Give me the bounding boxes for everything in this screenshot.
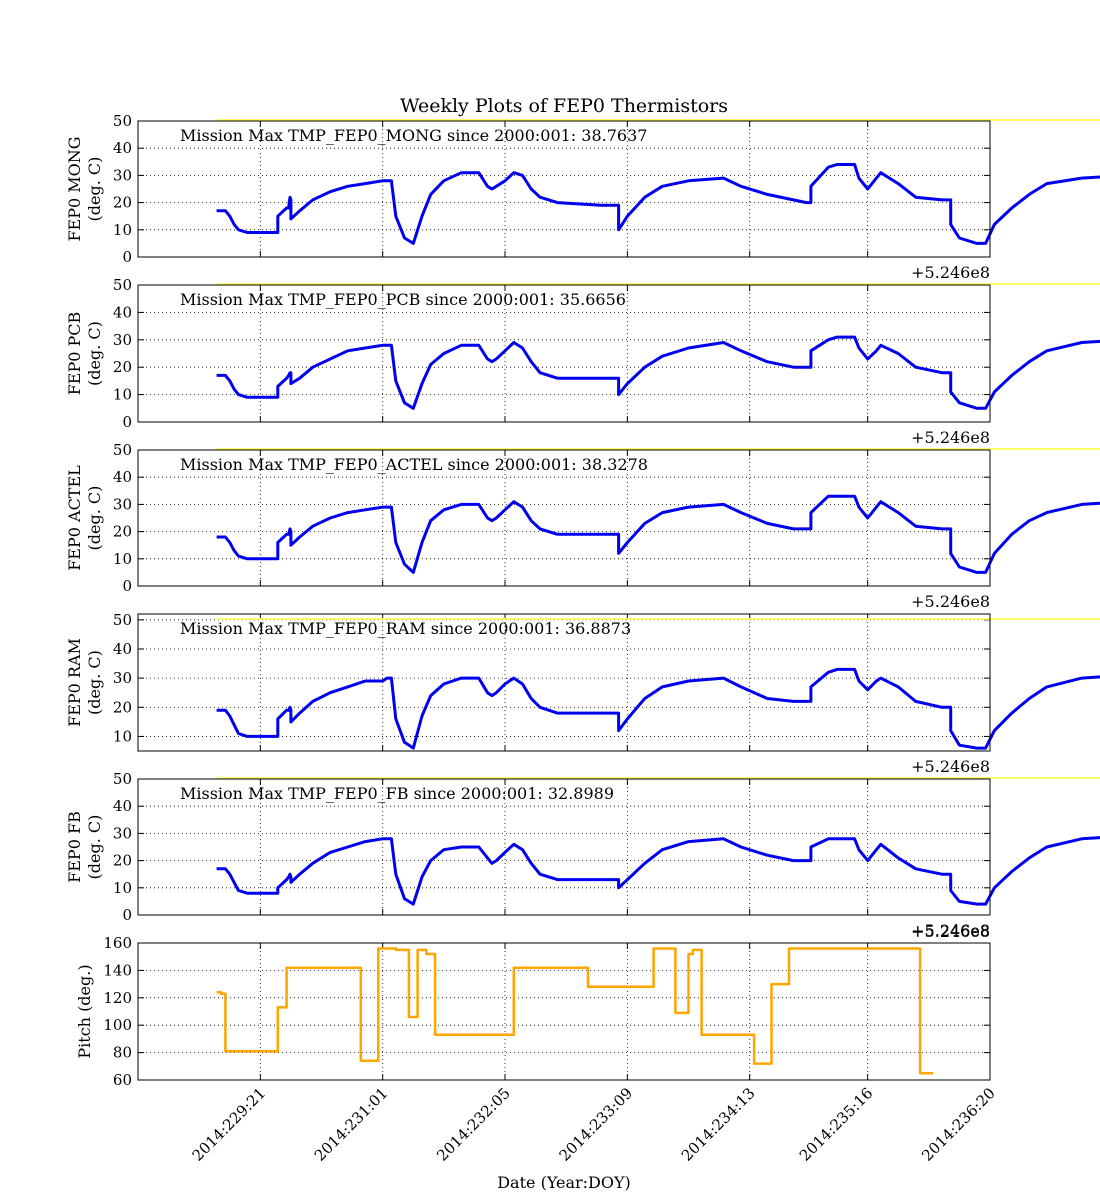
y-tick-label: 30 <box>113 669 132 687</box>
pitch-line <box>216 947 934 1075</box>
y-tick-label: 20 <box>113 194 132 212</box>
y-tick-label: 10 <box>113 386 132 404</box>
offset-label: +5.246e8 <box>911 428 990 447</box>
y-tick-label: 30 <box>113 495 132 513</box>
plot-frame <box>137 942 991 1081</box>
y-tick-label: 80 <box>113 1044 132 1062</box>
y-tick-label: 40 <box>113 303 132 321</box>
y-axis-unit-label: (deg. C) <box>85 650 104 715</box>
y-tick-label: 10 <box>113 727 132 745</box>
plot-frame <box>137 778 991 916</box>
y-tick-label: 20 <box>113 698 132 716</box>
x-tick-label: 2014:233:09 <box>556 1084 637 1165</box>
offset-label: +5.246e8 <box>911 922 990 941</box>
y-tick-label: 20 <box>113 852 132 870</box>
y-tick-label: 30 <box>113 331 132 349</box>
panel-1: 0 10 20 30 40 50 Mission Max TMP_FEP0_MONG sin… <box>65 112 1100 282</box>
panel-4: 10 20 30 40 50 Mission Max TMP_FEP0_RAM since… <box>65 611 1100 776</box>
panel-6: 60 80 100 120 140 160 Pitch (deg.) +5.246e8 <box>75 922 991 1089</box>
mission-max-annotation: Mission Max TMP_FEP0_MONG since 2000:001… <box>180 126 647 145</box>
plot-frame <box>137 120 991 258</box>
y-tick-label: 10 <box>113 550 132 568</box>
y-tick-label: 10 <box>113 879 132 897</box>
mission-max-annotation: Mission Max TMP_FEP0_FB since 2000:001: … <box>180 784 614 803</box>
x-tick-label: 2014:232:05 <box>433 1084 514 1165</box>
offset-label: +5.246e8 <box>911 263 990 282</box>
y-tick-label: 50 <box>113 611 132 629</box>
x-tick-label: 2014:229:21 <box>189 1084 270 1165</box>
y-axis-label: FEP0 PCB <box>65 312 84 396</box>
y-tick-label: 100 <box>103 1016 132 1034</box>
y-axis-label: Pitch (deg.) <box>75 964 94 1058</box>
plot-frame <box>137 613 991 752</box>
x-tick-labels: 2014:229:21 2014:231:01 2014:232:05 2014:23… <box>189 1084 999 1165</box>
temperature-line <box>216 335 1100 410</box>
x-tick-label: 2014:234:13 <box>678 1084 759 1165</box>
mission-max-annotation: Mission Max TMP_FEP0_PCB since 2000:001:… <box>180 290 626 309</box>
y-tick-label: 0 <box>122 577 132 595</box>
y-tick-label: 20 <box>113 523 132 541</box>
temperature-line <box>216 163 1100 245</box>
y-tick-label: 40 <box>113 468 132 486</box>
temperature-line <box>216 667 1100 750</box>
y-tick-label: 30 <box>113 824 132 842</box>
temperature-line <box>216 836 1100 906</box>
x-tick-label: 2014:231:01 <box>311 1084 392 1165</box>
y-axis-label: FEP0 RAM <box>65 638 84 727</box>
y-tick-label: 160 <box>103 934 132 952</box>
y-tick-label: 0 <box>122 906 132 924</box>
plot-frame <box>137 449 991 587</box>
offset-label: +5.246e8 <box>911 592 990 611</box>
y-axis-unit-label: (deg. C) <box>85 157 104 222</box>
y-tick-label: 30 <box>113 166 132 184</box>
plot-frame <box>137 284 991 423</box>
panel-2: 0 10 20 30 40 50 Mission Max TMP_FEP0_PCB sinc… <box>65 276 1100 447</box>
mission-max-annotation: Mission Max TMP_FEP0_RAM since 2000:001:… <box>180 619 631 638</box>
y-tick-label: 120 <box>103 989 132 1007</box>
panel-3: 0 10 20 30 40 50 Mission Max TMP_FEP0_ACTEL si… <box>65 441 1100 611</box>
y-axis-label: FEP0 MONG <box>65 136 84 241</box>
x-tick-label: 2014:236:20 <box>918 1084 999 1165</box>
y-tick-label: 10 <box>113 221 132 239</box>
y-tick-label: 0 <box>122 413 132 431</box>
y-axis-label: FEP0 FB <box>65 811 84 883</box>
panel-5: 0 10 20 30 40 50 Mission Max TMP_FEP0_FB since… <box>65 770 1100 940</box>
y-axis-unit-label: (deg. C) <box>85 815 104 880</box>
offset-label: +5.246e8 <box>911 921 990 940</box>
y-axis-unit-label: (deg. C) <box>85 321 104 386</box>
y-tick-label: 50 <box>113 112 132 130</box>
y-tick-label: 50 <box>113 276 132 294</box>
y-tick-label: 50 <box>113 770 132 788</box>
y-axis-label: FEP0 ACTEL <box>65 465 84 571</box>
temperature-line <box>216 494 1100 574</box>
offset-label: +5.246e8 <box>911 757 990 776</box>
y-tick-label: 0 <box>122 248 132 266</box>
x-axis-label: Date (Year:DOY) <box>497 1173 631 1192</box>
y-tick-label: 50 <box>113 441 132 459</box>
panels: 0 10 20 30 40 50 Mission Max TMP_FEP0_MONG sin… <box>65 112 1100 1165</box>
y-tick-label: 60 <box>113 1071 132 1089</box>
x-tick-label: 2014:235:16 <box>796 1084 877 1165</box>
y-tick-label: 140 <box>103 961 132 979</box>
y-tick-label: 40 <box>113 640 132 658</box>
mission-max-annotation: Mission Max TMP_FEP0_ACTEL since 2000:00… <box>180 455 648 474</box>
y-tick-label: 40 <box>113 139 132 157</box>
y-tick-label: 40 <box>113 797 132 815</box>
chart-title: Weekly Plots of FEP0 Thermistors <box>400 95 728 117</box>
y-axis-unit-label: (deg. C) <box>85 486 104 551</box>
y-tick-label: 20 <box>113 358 132 376</box>
